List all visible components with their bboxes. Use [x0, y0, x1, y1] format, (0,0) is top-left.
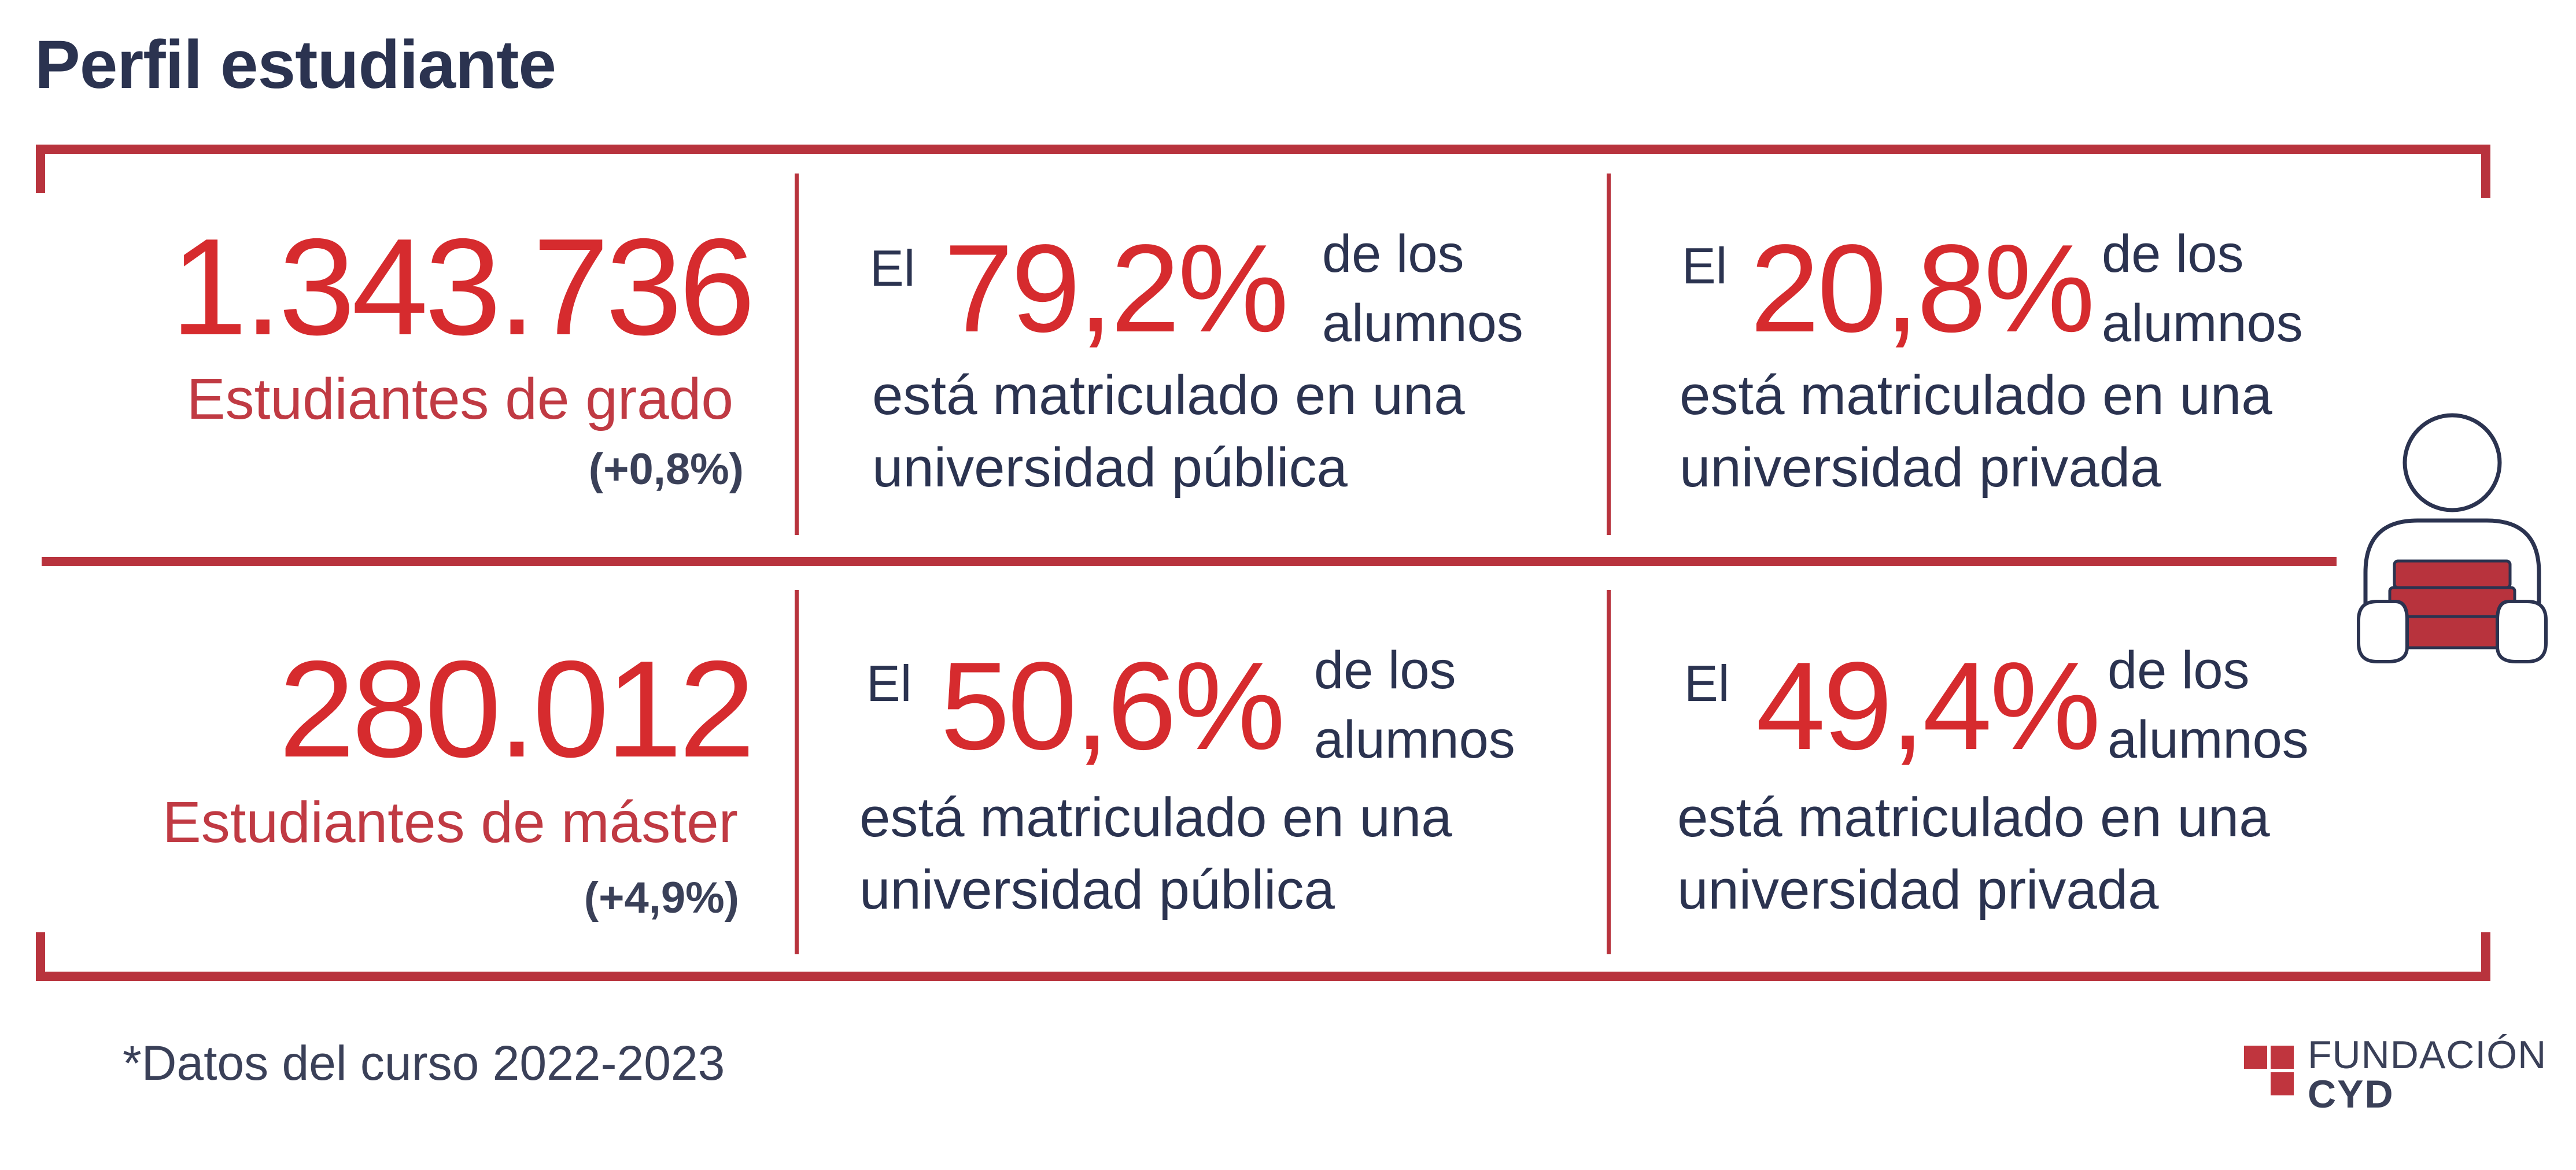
column-divider-2-top	[1607, 174, 1611, 535]
column-divider-2-bottom	[1607, 590, 1611, 954]
master-privada-de-los: de los alumnos	[2108, 641, 2309, 769]
column-divider-1-bottom	[795, 590, 799, 954]
grado-privada-description: está matriculado en una universidad priv…	[1680, 364, 2272, 499]
page-title: Perfil estudiante	[35, 27, 556, 103]
master-publica-de-los: de los alumnos	[1314, 641, 1515, 769]
grado-privada-el: El	[1682, 237, 1728, 294]
footnote: *Datos del curso 2022-2023	[123, 1036, 725, 1090]
master-privada-el: El	[1684, 655, 1730, 712]
grado-publica-percent: 79,2%	[944, 218, 1289, 358]
frame-top-border	[36, 145, 2490, 154]
frame-bottom-left-tick	[36, 932, 45, 981]
grado-label: Estudiantes de grado	[186, 367, 733, 431]
master-total-number: 280.012	[278, 633, 755, 786]
frame-bottom-right-tick	[2481, 932, 2490, 981]
logo-wordmark: FUNDACIÓN CYD	[2308, 1033, 2547, 1116]
frame-bottom-border	[36, 972, 2490, 981]
grado-publica-description: está matriculado en una universidad públ…	[872, 364, 1465, 499]
grado-change: (+0,8%)	[588, 445, 744, 494]
grado-privada-de-los: de los alumnos	[2102, 224, 2303, 353]
master-privada-percent: 49,4%	[1756, 636, 2101, 776]
grado-total-number: 1.343.736	[171, 211, 755, 364]
grado-privada-percent: 20,8%	[1750, 218, 2095, 358]
master-label: Estudiantes de máster	[163, 790, 738, 855]
frame-top-left-tick	[36, 145, 45, 193]
student-with-books-icon	[2357, 413, 2548, 663]
master-publica-percent: 50,6%	[940, 636, 1285, 776]
grado-publica-el: El	[870, 239, 916, 297]
row-divider	[42, 557, 2337, 566]
column-divider-1-top	[795, 174, 799, 535]
frame-top-right-tick	[2481, 145, 2490, 198]
cyd-logo-mark-icon	[2244, 1046, 2294, 1095]
grado-publica-de-los: de los alumnos	[1322, 224, 1523, 353]
master-change: (+4,9%)	[584, 873, 739, 922]
master-publica-el: El	[866, 655, 912, 712]
master-privada-description: está matriculado en una universidad priv…	[1677, 787, 2270, 921]
master-publica-description: está matriculado en una universidad públ…	[859, 787, 1452, 921]
